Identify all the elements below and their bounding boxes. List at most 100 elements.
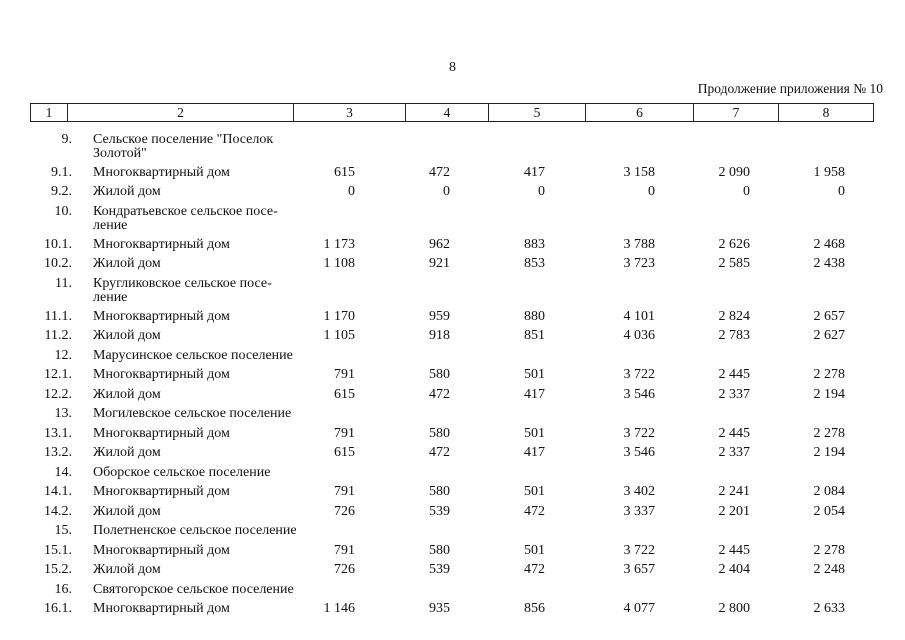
value-col-3: 0 bbox=[348, 184, 355, 200]
table-row: 16. Святогорское сельское поселение bbox=[30, 578, 873, 598]
value-col-7 bbox=[693, 272, 778, 305]
value-col-5: 501 bbox=[524, 367, 545, 383]
value-col-6: 3 158 bbox=[623, 164, 656, 180]
table-row: 10.1. Многоквартирный дом 1 173 962 883 … bbox=[30, 233, 873, 253]
value-col-4 bbox=[405, 578, 488, 598]
data-table: 9. Сельское поселение "Поселок Золотой" … bbox=[30, 128, 873, 617]
value-col-4 bbox=[405, 403, 488, 423]
value-col-7: 2 337 bbox=[718, 445, 751, 461]
value-col-4: 580 bbox=[429, 542, 450, 558]
value-col-6: 3 546 bbox=[623, 386, 656, 402]
value-col-5: 417 bbox=[524, 164, 545, 180]
table-row: 11.1. Многоквартирный дом 1 170 959 880 … bbox=[30, 305, 873, 325]
table-row: 14.2. Жилой дом 726 539 472 3 337 2 201 … bbox=[30, 500, 873, 520]
value-col-6: 4 077 bbox=[623, 601, 656, 617]
table-row: 15. Полетненское сельское поселение bbox=[30, 520, 873, 540]
row-number: 9.1. bbox=[51, 164, 72, 180]
value-col-7 bbox=[693, 520, 778, 540]
value-col-4 bbox=[405, 520, 488, 540]
row-number: 13.2. bbox=[44, 445, 72, 461]
value-col-4: 580 bbox=[429, 367, 450, 383]
value-col-5: 472 bbox=[524, 562, 545, 578]
value-col-7 bbox=[693, 461, 778, 481]
value-col-7: 2 824 bbox=[718, 308, 751, 324]
table-row: 15.1. Многоквартирный дом 791 580 501 3 … bbox=[30, 539, 873, 559]
value-col-3: 1 170 bbox=[323, 308, 356, 324]
row-number: 14.2. bbox=[44, 503, 72, 519]
row-label: Полетненское сельское поселение bbox=[93, 523, 297, 539]
value-col-7 bbox=[693, 128, 778, 161]
table-row: 10. Кондратьевское сельское посе- ление bbox=[30, 200, 873, 233]
value-col-8: 2 633 bbox=[813, 601, 846, 617]
value-col-4 bbox=[405, 344, 488, 364]
table-row: 14. Оборское сельское поселение bbox=[30, 461, 873, 481]
value-col-7: 2 090 bbox=[718, 164, 751, 180]
row-label: Многоквартирный дом bbox=[93, 164, 230, 180]
value-col-6: 3 722 bbox=[623, 367, 656, 383]
value-col-6 bbox=[585, 520, 693, 540]
value-col-6: 0 bbox=[648, 184, 655, 200]
value-col-8 bbox=[778, 520, 873, 540]
value-col-4: 580 bbox=[429, 484, 450, 500]
value-col-5 bbox=[488, 520, 585, 540]
value-col-4: 539 bbox=[429, 562, 450, 578]
value-col-6 bbox=[585, 461, 693, 481]
value-col-4 bbox=[405, 461, 488, 481]
value-col-5 bbox=[488, 578, 585, 598]
table-row: 11.2. Жилой дом 1 105 918 851 4 036 2 78… bbox=[30, 325, 873, 345]
value-col-6 bbox=[585, 403, 693, 423]
value-col-3: 791 bbox=[334, 542, 355, 558]
value-col-7: 2 626 bbox=[718, 236, 751, 252]
value-col-7: 2 585 bbox=[718, 256, 751, 272]
value-col-6 bbox=[585, 578, 693, 598]
value-col-3: 615 bbox=[334, 445, 355, 461]
row-number: 14. bbox=[54, 464, 73, 480]
value-col-6: 4 101 bbox=[623, 308, 656, 324]
value-col-3: 791 bbox=[334, 425, 355, 441]
value-col-3 bbox=[293, 344, 405, 364]
value-col-5: 880 bbox=[524, 308, 545, 324]
value-col-3 bbox=[293, 272, 405, 305]
value-col-5: 501 bbox=[524, 542, 545, 558]
value-col-7 bbox=[693, 200, 778, 233]
row-label: Оборское сельское поселение bbox=[93, 464, 271, 480]
row-number: 16. bbox=[54, 581, 73, 597]
column-header-5: 5 bbox=[488, 103, 586, 122]
row-label: Многоквартирный дом bbox=[93, 308, 230, 324]
table-row: 9.2. Жилой дом 0 0 0 0 0 0 bbox=[30, 181, 873, 201]
value-col-6: 3 722 bbox=[623, 542, 656, 558]
row-number: 9. bbox=[61, 131, 73, 147]
value-col-4 bbox=[405, 128, 488, 161]
column-header-7: 7 bbox=[693, 103, 779, 122]
value-col-6: 3 722 bbox=[623, 425, 656, 441]
row-label: Жилой дом bbox=[93, 445, 161, 461]
row-number: 12.1. bbox=[44, 367, 72, 383]
row-number: 12. bbox=[54, 347, 73, 363]
table-row: 9. Сельское поселение "Поселок Золотой" bbox=[30, 128, 873, 161]
value-col-7: 2 337 bbox=[718, 386, 751, 402]
value-col-5 bbox=[488, 403, 585, 423]
value-col-3: 615 bbox=[334, 164, 355, 180]
value-col-7: 2 404 bbox=[718, 562, 751, 578]
row-number: 15.1. bbox=[44, 542, 72, 558]
value-col-7: 2 445 bbox=[718, 367, 751, 383]
value-col-7: 0 bbox=[743, 184, 750, 200]
row-number: 10.1. bbox=[44, 236, 72, 252]
value-col-7 bbox=[693, 403, 778, 423]
value-col-4: 935 bbox=[429, 601, 450, 617]
value-col-8: 2 657 bbox=[813, 308, 846, 324]
value-col-3: 726 bbox=[334, 503, 355, 519]
column-header-3: 3 bbox=[293, 103, 406, 122]
row-label: Кондратьевское сельское посе- ление bbox=[93, 203, 278, 233]
column-header-6: 6 bbox=[585, 103, 694, 122]
table-row: 9.1. Многоквартирный дом 615 472 417 3 1… bbox=[30, 161, 873, 181]
table-row: 12.1. Многоквартирный дом 791 580 501 3 … bbox=[30, 364, 873, 384]
value-col-8: 2 194 bbox=[813, 445, 846, 461]
row-label: Многоквартирный дом bbox=[93, 484, 230, 500]
row-number: 13.1. bbox=[44, 425, 72, 441]
value-col-6 bbox=[585, 128, 693, 161]
value-col-3: 726 bbox=[334, 562, 355, 578]
column-header-4: 4 bbox=[405, 103, 489, 122]
value-col-8: 2 627 bbox=[813, 328, 846, 344]
